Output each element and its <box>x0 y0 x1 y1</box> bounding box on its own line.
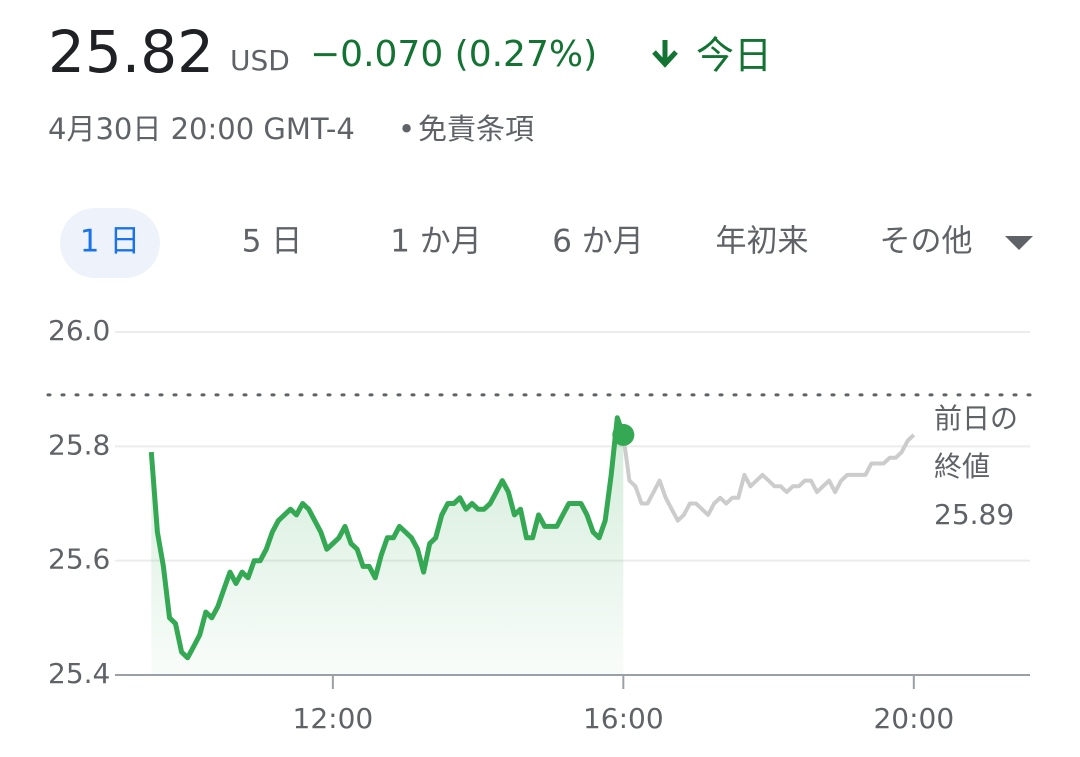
period: 今日 <box>696 34 772 78</box>
range-tabs: 1 日 5 日 1 か月 6 か月 年初来 その他 <box>60 208 973 278</box>
date-line: 4月30日 20:00 GMT-4 • 免責条項 <box>48 112 534 146</box>
dropdown-caret[interactable] <box>1005 236 1033 250</box>
down-arrow <box>652 40 678 68</box>
y-tick-label: 26.0 <box>48 314 110 347</box>
tab[interactable]: 1 日 <box>80 224 141 260</box>
change: −0.070 (0.27%) <box>310 34 597 75</box>
x-tick-label: 16:00 <box>583 702 664 735</box>
tab[interactable]: 年初来 <box>716 224 809 260</box>
close-dot <box>612 423 635 446</box>
tab[interactable]: 6 か月 <box>552 224 644 260</box>
previous-close-value: 25.89 <box>934 498 1014 531</box>
tab[interactable]: 5 日 <box>242 224 303 260</box>
date: 4月30日 20:00 GMT-4 <box>48 112 355 146</box>
x-tick-label: 20:00 <box>873 702 954 735</box>
area <box>151 417 624 675</box>
price-line <box>621 433 916 523</box>
tab[interactable]: その他 <box>880 224 973 260</box>
tab[interactable]: 1 か月 <box>390 224 482 260</box>
previous-close-label: 前日の <box>934 402 1018 435</box>
x-tick-label: 12:00 <box>293 702 374 735</box>
currency: USD <box>230 44 290 77</box>
y-tick-label: 25.6 <box>48 543 110 576</box>
y-tick-label: 25.8 <box>48 428 110 461</box>
price-line <box>148 415 626 661</box>
price-line: 25.82 USD −0.070 (0.27%) <box>48 18 597 86</box>
tab-selected-bg <box>60 208 160 278</box>
price: 25.82 <box>48 18 214 86</box>
y-tick-label: 25.4 <box>48 657 110 690</box>
separator: • <box>398 112 415 146</box>
previous-close-label: 終値 <box>934 450 990 483</box>
disclaimer[interactable]: 免責条項 <box>418 112 534 146</box>
